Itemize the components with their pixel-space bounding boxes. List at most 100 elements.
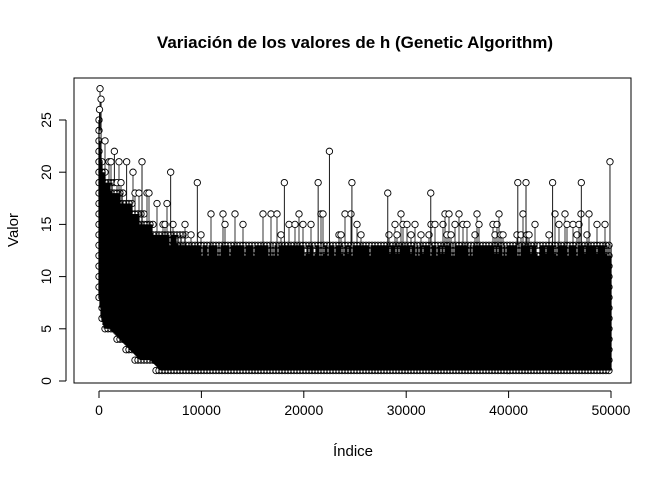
outlier-point — [531, 220, 539, 229]
data-point — [95, 147, 103, 155]
outlier-point — [163, 199, 171, 208]
x-tick-label: 40000 — [489, 402, 528, 418]
outlier-point — [431, 220, 439, 229]
data-point — [179, 231, 187, 239]
outlier-point — [493, 220, 501, 229]
outlier-point — [411, 220, 419, 229]
notable-point — [138, 158, 146, 166]
data-point — [605, 272, 613, 281]
data-point — [605, 335, 613, 343]
outlier-point — [239, 220, 247, 229]
outlier-point — [569, 220, 577, 229]
outlier-point — [337, 231, 345, 239]
outlier-point — [181, 220, 189, 229]
x-axis: 0 10000 20000 30000 40000 50000 — [95, 390, 631, 418]
outlier-point — [267, 210, 275, 218]
data-point — [605, 283, 613, 291]
outlier-point — [475, 220, 483, 229]
data-point — [605, 304, 613, 312]
data-point — [605, 325, 613, 333]
data-point — [602, 252, 610, 260]
data-point — [605, 366, 613, 375]
outlier-point — [101, 137, 109, 145]
notable-point — [193, 178, 201, 187]
outlier-point — [295, 210, 303, 218]
outlier-point — [471, 231, 479, 239]
plot-frame — [73, 77, 632, 384]
outlier-point — [455, 210, 463, 218]
notable-point — [167, 168, 175, 176]
data-point — [602, 356, 610, 364]
notable-point — [348, 178, 356, 187]
outlier-point — [231, 210, 239, 218]
notable-points — [95, 85, 614, 246]
data-point — [605, 346, 613, 354]
outlier-point — [417, 231, 425, 239]
data-point — [605, 262, 613, 270]
notable-point — [548, 178, 557, 187]
data-point — [605, 241, 613, 249]
outlier-point — [145, 189, 153, 197]
data-point — [602, 335, 610, 343]
series-points — [95, 116, 613, 375]
outlier-point — [385, 231, 393, 239]
notable-point — [577, 178, 585, 187]
data-point — [602, 262, 610, 270]
outlier-point — [153, 199, 161, 208]
y-tick-label: 10 — [38, 269, 54, 285]
data-point — [149, 220, 157, 229]
outlier-point — [307, 220, 315, 229]
x-tick-label: 20000 — [284, 402, 323, 418]
outlier-point — [447, 231, 455, 239]
data-marks — [95, 85, 614, 375]
outlier-point — [393, 231, 401, 239]
notable-point — [384, 189, 392, 197]
notable-point — [427, 189, 435, 197]
outlier-point — [551, 210, 559, 218]
y-axis: 0 5 10 15 20 25 — [38, 112, 67, 385]
y-tick-label: 20 — [38, 164, 54, 180]
data-point — [95, 116, 103, 124]
data-point — [602, 314, 610, 323]
notable-point — [606, 158, 614, 166]
outlier-point — [291, 220, 299, 229]
outlier-point — [561, 210, 569, 218]
outlier-point — [563, 220, 571, 229]
y-tick-label: 15 — [38, 216, 54, 232]
outlier-point — [403, 220, 411, 229]
chart-title: Variación de los valores de h (Genetic A… — [157, 33, 553, 52]
outlier-point — [439, 220, 447, 229]
data-point — [602, 241, 610, 249]
outlier-point — [221, 220, 229, 229]
outlier-point — [593, 220, 601, 229]
x-tick-label: 0 — [95, 402, 103, 418]
notable-point — [96, 85, 104, 93]
notable-point — [514, 178, 522, 187]
data-point — [602, 366, 610, 375]
y-tick-label: 25 — [38, 112, 54, 128]
outlier-point — [495, 210, 503, 218]
outlier-point — [519, 210, 527, 218]
x-tick-label: 50000 — [592, 402, 631, 418]
outlier-point — [219, 210, 227, 218]
notable-point — [95, 105, 104, 114]
outlier-point — [347, 210, 355, 218]
outlier-point — [451, 220, 459, 229]
x-tick-label: 30000 — [387, 402, 426, 418]
outlier-point — [259, 210, 267, 218]
outlier-point — [187, 231, 195, 239]
data-point — [605, 252, 613, 260]
outlier-point — [407, 231, 415, 239]
outlier-point — [357, 231, 365, 239]
data-point — [605, 356, 613, 364]
outlier-point — [601, 220, 609, 229]
notable-point — [122, 158, 131, 166]
outlier-point — [129, 168, 137, 176]
outlier-points — [101, 137, 609, 246]
outlier-point — [115, 158, 123, 166]
outlier-point — [273, 210, 281, 218]
outlier-point — [391, 220, 399, 229]
outlier-point — [545, 231, 553, 239]
data-point — [95, 158, 103, 166]
notable-point — [522, 178, 530, 187]
